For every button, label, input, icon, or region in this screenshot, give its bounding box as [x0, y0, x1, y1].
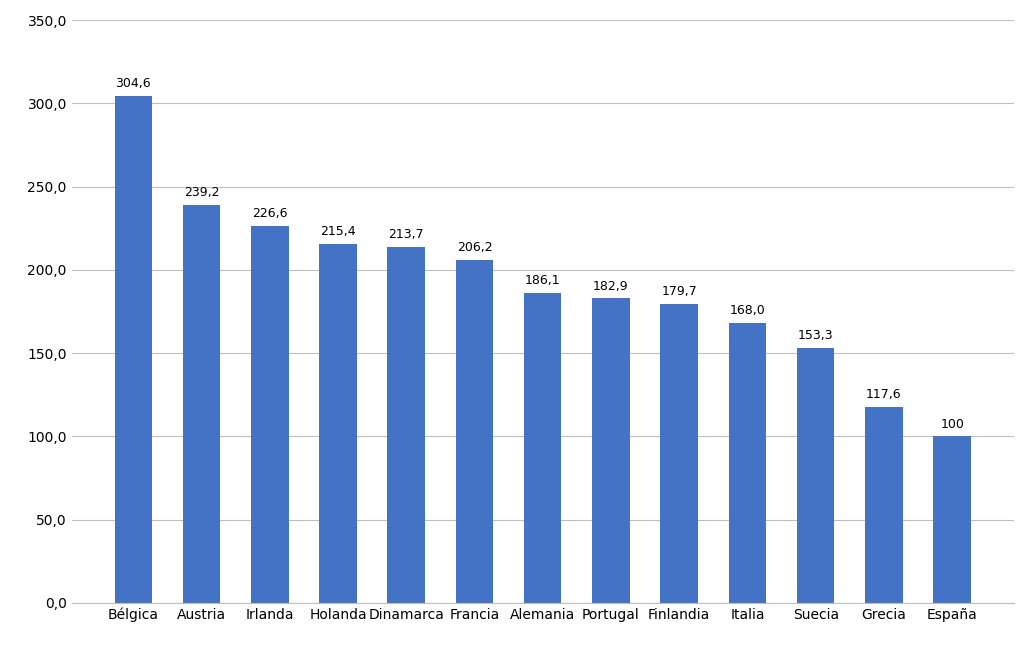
Bar	[524, 293, 561, 603]
Text: 213,7: 213,7	[388, 228, 424, 241]
Bar	[456, 259, 494, 603]
Bar	[865, 407, 903, 603]
Text: 215,4: 215,4	[321, 225, 355, 239]
Bar	[729, 323, 766, 603]
Text: 100: 100	[940, 417, 965, 431]
Text: 179,7: 179,7	[662, 285, 697, 298]
Bar	[319, 245, 356, 603]
Bar	[182, 204, 220, 603]
Bar	[387, 247, 425, 603]
Bar	[660, 304, 698, 603]
Bar	[934, 436, 971, 603]
Text: 182,9: 182,9	[593, 279, 629, 293]
Text: 226,6: 226,6	[252, 207, 288, 220]
Text: 186,1: 186,1	[525, 274, 560, 287]
Bar	[115, 96, 152, 603]
Bar	[251, 226, 289, 603]
Text: 304,6: 304,6	[116, 77, 152, 90]
Text: 239,2: 239,2	[183, 186, 219, 199]
Text: 206,2: 206,2	[457, 241, 493, 254]
Text: 153,3: 153,3	[798, 329, 834, 342]
Text: 168,0: 168,0	[729, 304, 765, 318]
Bar	[592, 298, 630, 603]
Text: 117,6: 117,6	[866, 389, 902, 401]
Bar	[797, 348, 835, 603]
